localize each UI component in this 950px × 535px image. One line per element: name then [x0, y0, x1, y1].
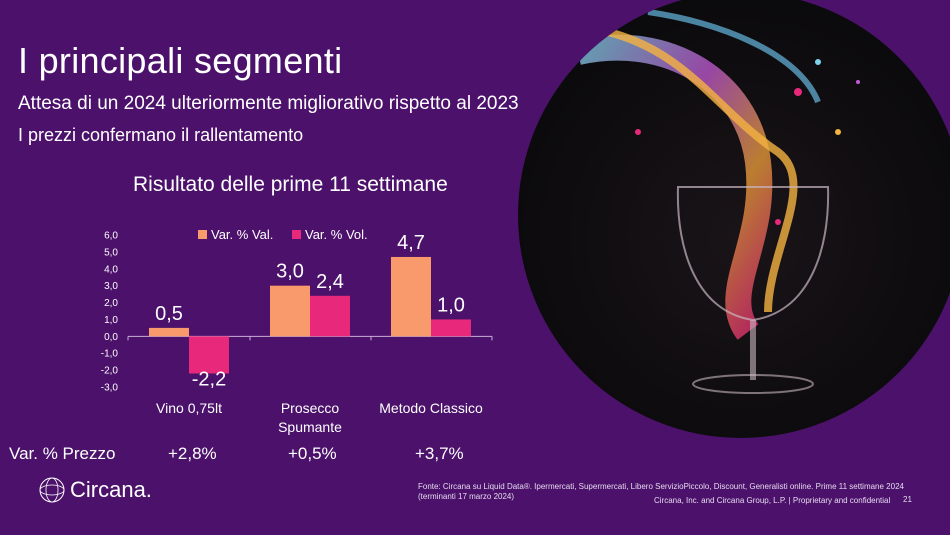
y-tick-label: -1,0 — [101, 349, 119, 360]
chart-title: Risultato delle prime 11 settimane — [133, 173, 448, 196]
y-tick-label: 6,0 — [104, 231, 118, 242]
source-line1: Fonte: Circana su Liquid Data®. Ipermerc… — [418, 482, 904, 491]
legend-label: Var. % Vol. — [305, 227, 368, 242]
legend-label: Var. % Val. — [211, 227, 273, 242]
y-tick-label: -3,0 — [101, 383, 119, 394]
legend-swatch — [198, 230, 207, 239]
wine-glass-illustration — [575, 9, 860, 394]
source-line2: (terminanti 17 marzo 2024) — [418, 492, 515, 501]
y-tick-label: 3,0 — [104, 281, 118, 292]
data-label: 1,0 — [437, 294, 465, 316]
page-number: 21 — [903, 495, 912, 504]
circana-logo-icon — [39, 477, 65, 503]
category-label: Prosecco — [281, 400, 340, 416]
data-label: -2,2 — [192, 368, 226, 390]
source-note: Fonte: Circana su Liquid Data®. Ipermerc… — [418, 482, 904, 502]
bar-vol — [310, 295, 350, 337]
y-tick-label: 2,0 — [104, 298, 118, 309]
price-value-metodo-classico: +3,7% — [415, 444, 464, 463]
bar-val — [270, 285, 310, 337]
bar-chart: 6,0 5,0 4,0 3,0 2,0 1,0 0,0 -1,0 -2,0 -3,0 0,5 3,0 4… — [101, 227, 493, 435]
copyright: Circana, Inc. and Circana Group, L.P. | … — [654, 496, 891, 505]
logo-text: Circana. — [70, 477, 152, 502]
data-label: 3,0 — [276, 261, 304, 283]
price-row-label: Var. % Prezzo — [9, 444, 116, 463]
category-label: Spumante — [278, 419, 342, 435]
category-label: Vino 0,75lt — [156, 400, 222, 416]
subtitle: Attesa di un 2024 ulteriormente migliora… — [18, 93, 519, 114]
y-tick-label: 5,0 — [104, 247, 118, 258]
y-tick-label: -2,0 — [101, 366, 119, 377]
y-tick-label: 0,0 — [104, 332, 118, 343]
subtitle-secondary: I prezzi confermano il rallentamento — [18, 125, 304, 145]
price-value-vino: +2,8% — [168, 444, 217, 463]
data-label: 4,7 — [397, 232, 425, 254]
price-value-prosecco: +0,5% — [288, 444, 337, 463]
data-label: 0,5 — [155, 303, 183, 325]
bar-val — [391, 256, 431, 337]
bar-val — [149, 327, 189, 337]
circana-logo: Circana. — [38, 476, 152, 504]
bar-vol — [189, 336, 229, 374]
y-tick-label: 1,0 — [104, 315, 118, 326]
wine-glass-image — [518, 0, 950, 438]
bar-vol — [431, 319, 471, 337]
data-label: 2,4 — [316, 271, 344, 293]
page-title: I principali segmenti — [18, 40, 343, 81]
category-label: Metodo Classico — [379, 400, 483, 416]
legend-swatch — [292, 230, 301, 239]
y-tick-label: 4,0 — [104, 264, 118, 275]
